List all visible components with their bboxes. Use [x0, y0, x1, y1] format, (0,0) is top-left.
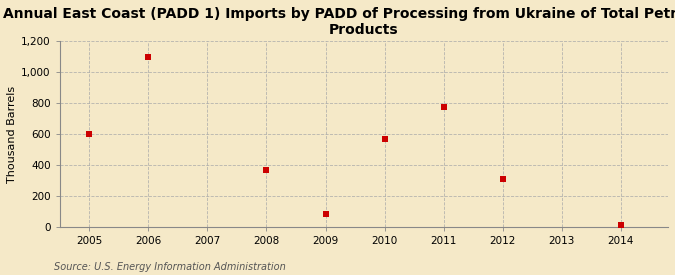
Point: [143, 54, 154, 59]
Point: [320, 212, 331, 216]
Title: Annual East Coast (PADD 1) Imports by PADD of Processing from Ukraine of Total P: Annual East Coast (PADD 1) Imports by PA…: [3, 7, 675, 37]
Point: [261, 167, 272, 172]
Point: [379, 137, 390, 142]
Point: [438, 105, 449, 109]
Y-axis label: Thousand Barrels: Thousand Barrels: [7, 86, 17, 183]
Point: [84, 132, 95, 136]
Point: [497, 177, 508, 181]
Point: [616, 223, 626, 228]
Text: Source: U.S. Energy Information Administration: Source: U.S. Energy Information Administ…: [54, 262, 286, 271]
